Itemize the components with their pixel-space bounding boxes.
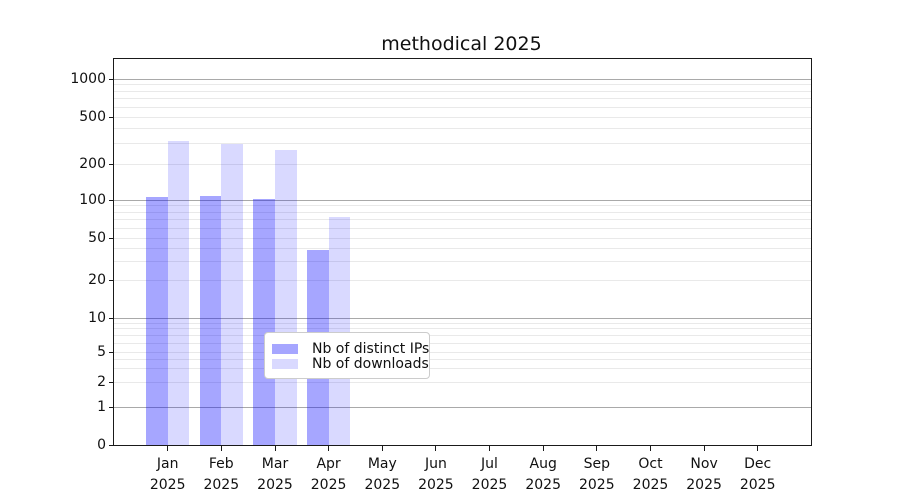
minor-gridline (114, 358, 811, 360)
y-tick-label: 1 (97, 398, 106, 415)
y-tick-mark (109, 317, 113, 319)
y-tick-mark (109, 381, 113, 383)
x-tick-mark (703, 446, 705, 451)
minor-gridline (114, 322, 811, 324)
x-tick-label: Apr 2025 (310, 456, 347, 493)
x-tick-mark (542, 446, 544, 451)
major-gridline (114, 78, 811, 80)
x-tick-label: Aug 2025 (525, 456, 561, 493)
x-tick-mark (220, 446, 222, 451)
minor-gridline (114, 127, 811, 129)
bar-distinct-ips (146, 196, 168, 445)
x-tick-label: May 2025 (364, 456, 401, 493)
y-tick-mark (109, 351, 113, 353)
bar-downloads (328, 216, 351, 445)
legend-swatch-downloads (272, 358, 298, 369)
major-gridline (114, 199, 811, 201)
minor-gridline (114, 205, 811, 207)
minor-gridline (114, 84, 811, 86)
y-tick-mark (109, 445, 113, 446)
minor-gridline (114, 163, 811, 165)
x-tick-mark (596, 446, 598, 451)
y-tick-mark (109, 279, 113, 281)
y-tick-label: 1000 (70, 70, 106, 87)
y-tick-label: 10 (88, 309, 106, 326)
legend-item-downloads: Nb of downloads (272, 356, 429, 372)
minor-gridline (114, 342, 811, 344)
y-tick-label: 0 (97, 437, 106, 453)
major-gridline (114, 406, 811, 408)
y-tick-label: 200 (79, 155, 106, 172)
y-tick-label: 5 (97, 343, 106, 360)
minor-gridline (114, 116, 811, 118)
chart-title: methodical 2025 (381, 33, 542, 55)
x-tick-mark (274, 446, 276, 451)
minor-gridline (114, 106, 811, 108)
legend-item-distinct-ips: Nb of distinct IPs (272, 341, 429, 357)
bar-downloads (221, 143, 243, 445)
bar-downloads (275, 150, 297, 445)
minor-gridline (114, 335, 811, 336)
minor-gridline (114, 98, 811, 100)
y-tick-label: 500 (79, 108, 106, 125)
minor-gridline (114, 328, 811, 330)
bar-distinct-ips (253, 198, 275, 445)
minor-gridline (114, 90, 811, 92)
minor-gridline (114, 260, 811, 262)
legend: Nb of distinct IPs Nb of downloads (264, 332, 430, 379)
y-tick-mark (109, 406, 113, 408)
x-tick-label: Jun 2025 (418, 456, 454, 493)
x-tick-mark (757, 446, 759, 451)
x-tick-label: Feb 2025 (203, 456, 240, 493)
x-tick-mark (381, 446, 383, 451)
y-tick-mark (109, 78, 113, 80)
x-tick-label: Jan 2025 (149, 456, 186, 493)
minor-gridline (114, 247, 811, 249)
major-gridline (114, 317, 811, 319)
bar-downloads (167, 141, 190, 445)
minor-gridline (114, 211, 811, 213)
legend-label-downloads: Nb of downloads (312, 355, 429, 372)
minor-gridline (114, 142, 811, 144)
x-tick-label: Jul 2025 (471, 456, 508, 493)
minor-gridline (114, 381, 811, 383)
minor-gridline (114, 219, 811, 221)
y-tick-mark (109, 237, 113, 239)
x-tick-label: Sep 2025 (578, 456, 615, 493)
y-tick-label: 100 (79, 191, 106, 208)
legend-swatch-distinct-ips (272, 343, 298, 354)
y-tick-label: 2 (97, 373, 106, 390)
x-tick-label: Mar 2025 (257, 456, 293, 493)
y-tick-label: 50 (88, 229, 106, 246)
x-tick-label: Dec 2025 (739, 456, 776, 493)
x-tick-label: Oct 2025 (632, 456, 669, 493)
y-tick-label: 20 (88, 271, 106, 288)
x-tick-mark (489, 446, 490, 451)
minor-gridline (114, 368, 811, 370)
legend-label-distinct-ips: Nb of distinct IPs (312, 340, 430, 357)
x-tick-mark (167, 446, 169, 451)
minor-gridline (114, 237, 811, 239)
x-tick-label: Nov 2025 (686, 456, 722, 493)
x-tick-mark (650, 446, 651, 451)
minor-gridline (114, 351, 811, 353)
x-tick-mark (435, 446, 437, 451)
y-tick-mark (109, 199, 113, 201)
y-tick-mark (109, 163, 113, 165)
x-tick-mark (328, 446, 330, 451)
y-tick-mark (109, 116, 113, 118)
plot-area: 0 1 2 5 10 20 50 100 200 500 1000 Jan 2025 Feb 2025 Mar… (70, 58, 812, 493)
bar-distinct-ips (199, 196, 222, 445)
minor-gridline (114, 279, 811, 281)
minor-gridline (114, 227, 811, 229)
